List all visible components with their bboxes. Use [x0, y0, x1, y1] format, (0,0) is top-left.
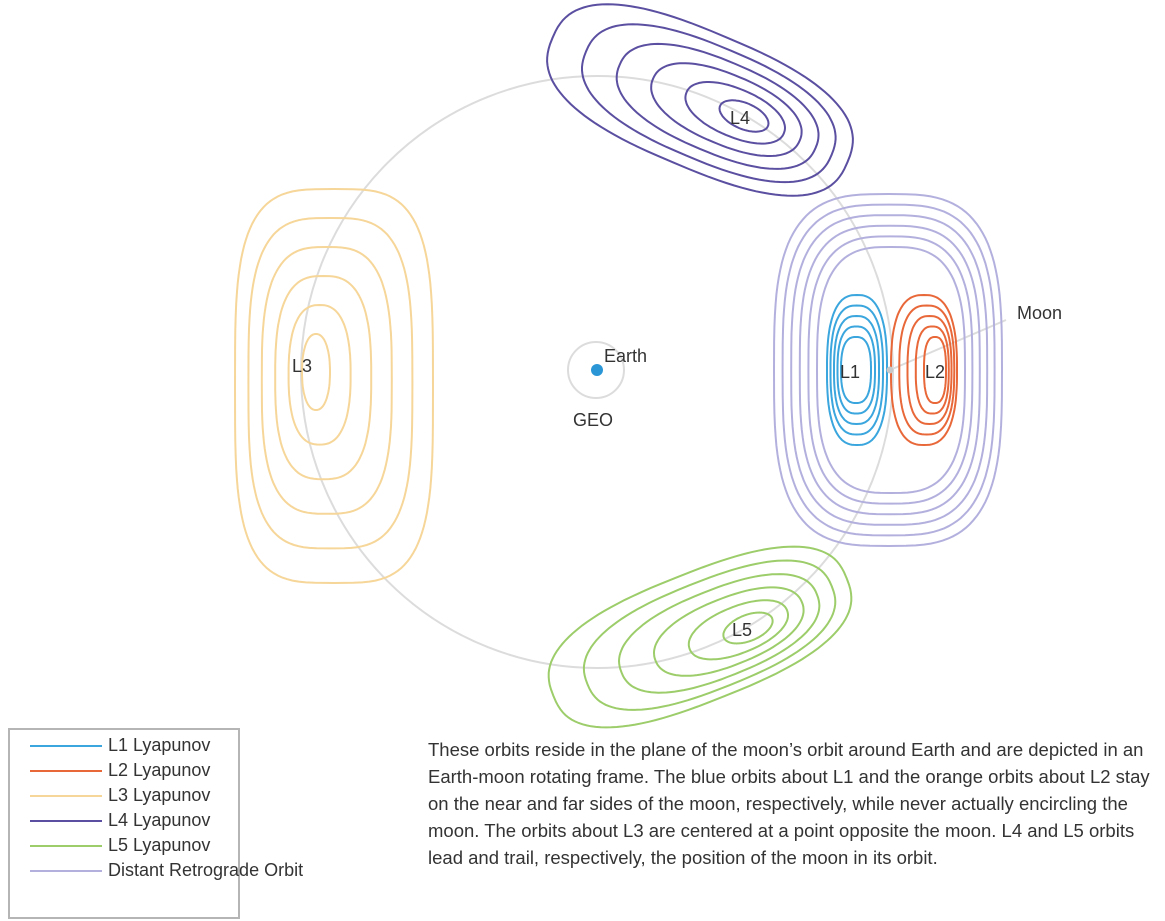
legend: L1 Lyapunov L2 Lyapunov L3 Lyapunov L4 Lyap…	[8, 728, 303, 919]
l2-label: L2	[925, 362, 945, 382]
l5-orbit	[617, 573, 821, 694]
geo-label: GEO	[573, 410, 613, 430]
dro-orbit	[807, 235, 974, 505]
l3-orbits	[233, 187, 435, 585]
l1-orbits	[826, 293, 888, 447]
l2-orbit	[914, 325, 950, 415]
l5-orbit	[582, 559, 837, 711]
legend-label: L4 Lyapunov	[108, 810, 211, 830]
l2-orbits	[890, 293, 958, 447]
legend-label: L2 Lyapunov	[108, 760, 211, 780]
dro-orbit	[790, 214, 989, 526]
l5-orbits	[547, 545, 853, 729]
l1-orbit	[840, 336, 872, 404]
legend-item: L5 Lyapunov	[10, 834, 240, 858]
l5-orbit	[547, 545, 853, 729]
l2-orbit	[906, 314, 953, 426]
l4-orbit	[684, 81, 787, 145]
caption-text: These orbits reside in the plane of the …	[428, 739, 1150, 868]
l3-label: L3	[292, 356, 312, 376]
l3-orbit	[247, 216, 414, 550]
l1-label: L1	[840, 362, 860, 382]
l1-orbit	[829, 304, 884, 436]
geo-orbit	[567, 341, 625, 399]
l4-orbit	[615, 42, 820, 170]
l4-orbit	[581, 23, 837, 184]
legend-item: Distant Retrograde Orbit	[10, 859, 303, 883]
l5-label: L5	[732, 620, 752, 640]
l3-orbit	[301, 333, 331, 411]
legend-label: L1 Lyapunov	[108, 735, 211, 755]
l3-orbit	[233, 187, 435, 585]
legend-item: L4 Lyapunov	[10, 809, 240, 833]
l2-orbit	[923, 336, 947, 404]
legend-label: L5 Lyapunov	[108, 835, 211, 855]
l4-orbit	[718, 99, 770, 133]
dro-orbit	[781, 203, 996, 537]
dro-orbit	[798, 224, 981, 516]
dro-orbit	[772, 192, 1004, 548]
legend-swatch	[30, 820, 102, 822]
legend-label: L3 Lyapunov	[108, 785, 211, 805]
legend-item: L3 Lyapunov	[10, 784, 240, 808]
moon-label: Moon	[1017, 303, 1062, 323]
l5-orbit	[652, 586, 805, 677]
l1-orbit	[833, 314, 880, 426]
legend-swatch	[30, 745, 102, 747]
l1-orbit	[826, 293, 888, 447]
l4-orbit	[546, 3, 854, 197]
dro-orbit	[815, 245, 967, 495]
legend-item: L2 Lyapunov	[10, 759, 240, 783]
l5-orbit	[687, 599, 789, 661]
l1-orbit	[836, 325, 876, 415]
earth-dot	[591, 364, 603, 376]
l2-orbit	[898, 304, 956, 436]
legend-label: Distant Retrograde Orbit	[108, 860, 304, 880]
moon-dot	[886, 366, 894, 374]
l3-orbit	[260, 245, 393, 515]
legend-swatch	[30, 845, 102, 847]
l4-orbit	[650, 62, 803, 157]
l5-orbit	[722, 611, 774, 645]
dro-orbits	[772, 192, 1004, 548]
l4-label: L4	[730, 108, 750, 128]
legend-swatch	[30, 795, 102, 797]
l3-orbit	[274, 274, 373, 481]
earth-label: Earth	[604, 346, 647, 366]
l4-orbits	[546, 3, 854, 197]
legend-swatch	[30, 770, 102, 772]
l3-orbit	[287, 303, 352, 446]
legend-item: L1 Lyapunov	[10, 734, 240, 758]
legend-swatch	[30, 870, 102, 872]
